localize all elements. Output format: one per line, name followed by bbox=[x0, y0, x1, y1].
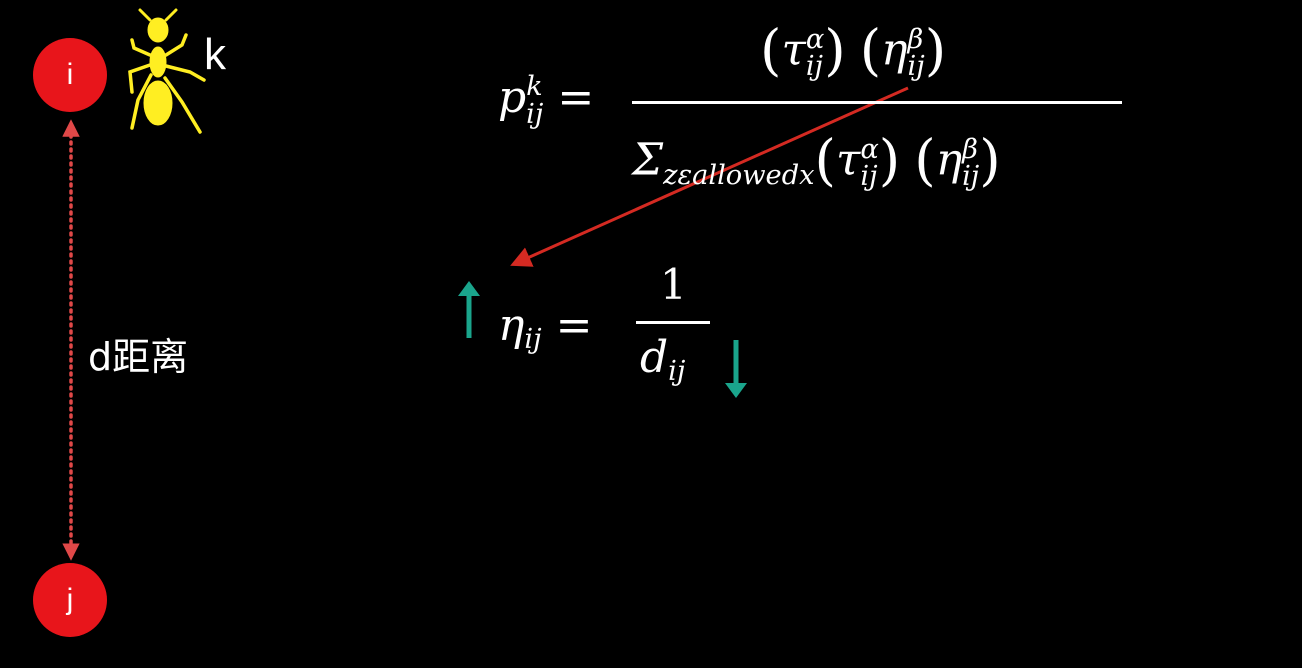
eta-sub: ij bbox=[907, 51, 925, 83]
tau-sub: ij bbox=[860, 161, 878, 193]
distance-symbol: d bbox=[640, 332, 669, 383]
sigma-symbol: Σ bbox=[632, 134, 664, 186]
tau-symbol: τ bbox=[781, 24, 806, 76]
lhs-sup: k bbox=[526, 71, 543, 103]
eta-lhs-sub: ij bbox=[524, 324, 542, 356]
lhs-sub: ij bbox=[526, 98, 544, 130]
lhs-supsub: k ij bbox=[526, 73, 543, 128]
pointer-arrow bbox=[510, 86, 909, 267]
node-j-label: j bbox=[66, 583, 74, 616]
tau-sub: ij bbox=[805, 51, 823, 83]
distance-label: d距离 bbox=[88, 335, 189, 379]
heuristic-numerator: 1 bbox=[660, 260, 687, 309]
probability-denominator: Σzεallowedx(τ α ij) (η β ij) bbox=[632, 128, 1001, 192]
tau-supsub: α ij bbox=[860, 136, 878, 191]
paren: ) bbox=[979, 128, 1001, 192]
node-j: j bbox=[33, 563, 107, 637]
arrow-up-icon bbox=[458, 281, 480, 338]
paren: ( bbox=[814, 128, 836, 192]
lhs-base: p bbox=[498, 72, 527, 123]
ant-label: k bbox=[204, 30, 226, 79]
paren: ( bbox=[914, 128, 936, 192]
distance-sub: ij bbox=[668, 356, 686, 388]
equals-sign: = bbox=[555, 300, 593, 351]
paren: ) bbox=[924, 18, 947, 82]
alpha-exponent: α bbox=[805, 23, 825, 55]
paren: ) bbox=[824, 18, 846, 82]
tau-symbol: τ bbox=[836, 134, 861, 186]
eta-supsub: β ij bbox=[908, 26, 925, 81]
heuristic-denominator: dij bbox=[640, 332, 685, 387]
beta-exponent: β bbox=[962, 133, 978, 165]
tau-supsub: α ij bbox=[806, 26, 824, 81]
probability-numerator: (τ α ij) (η β ij) bbox=[760, 18, 946, 82]
paren: ( bbox=[760, 18, 782, 82]
alpha-exponent: α bbox=[860, 133, 879, 165]
ant-icon bbox=[128, 8, 206, 134]
eta-symbol: η bbox=[935, 134, 963, 186]
beta-exponent: β bbox=[907, 23, 924, 55]
eta-lhs: η bbox=[498, 300, 525, 351]
eta-supsub: β ij bbox=[962, 136, 979, 191]
heuristic-lhs: ηij = bbox=[498, 300, 593, 355]
paren: ( bbox=[859, 18, 882, 82]
node-i-label: i bbox=[66, 58, 74, 91]
heuristic-fraction-line bbox=[636, 321, 710, 324]
node-i: i bbox=[33, 38, 107, 112]
equals-sign: = bbox=[557, 72, 595, 123]
arrow-down-icon bbox=[725, 340, 747, 398]
eta-symbol: η bbox=[881, 24, 908, 76]
probability-lhs: p k ij = bbox=[498, 72, 594, 128]
eta-sub: ij bbox=[962, 161, 980, 193]
fraction-line bbox=[632, 101, 1122, 104]
sigma-sub: zεallowedx bbox=[663, 160, 815, 192]
paren: ) bbox=[878, 128, 901, 192]
